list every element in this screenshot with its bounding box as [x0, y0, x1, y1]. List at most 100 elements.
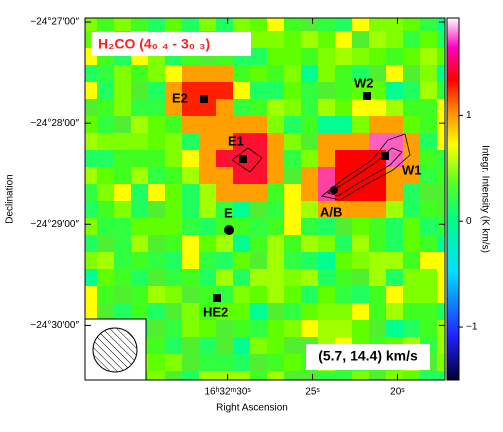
map-pixel: [233, 337, 250, 354]
annotation-box: [306, 344, 430, 370]
map-pixel: [233, 371, 250, 380]
map-pixel: [369, 201, 386, 218]
map-pixel: [114, 167, 131, 184]
map-pixel: [148, 133, 165, 150]
source-label: W1: [402, 162, 422, 177]
map-pixel: [301, 31, 318, 48]
map-pixel: [284, 150, 301, 167]
map-pixel: [131, 167, 148, 184]
map-pixel: [420, 116, 437, 133]
map-pixel: [420, 82, 437, 99]
map-pixel: [250, 303, 267, 320]
map-pixel: [250, 337, 267, 354]
map-pixel: [182, 201, 199, 218]
map-pixel: [318, 269, 335, 286]
map-pixel: [131, 201, 148, 218]
map-pixel: [369, 82, 386, 99]
map-pixel: [369, 184, 386, 201]
map-pixel: [114, 201, 131, 218]
map-pixel: [250, 167, 267, 184]
map-pixel: [284, 320, 301, 337]
map-pixel: [267, 252, 284, 269]
map-pixel: [97, 82, 114, 99]
map-pixel: [233, 167, 250, 184]
map-pixel: [148, 65, 165, 82]
map-pixel: [335, 116, 352, 133]
source-label: A/B: [320, 204, 342, 219]
map-pixel: [301, 184, 318, 201]
map-pixel: [267, 235, 284, 252]
map-pixel: [233, 269, 250, 286]
map-pixel: [403, 150, 420, 167]
map-pixel: [437, 82, 445, 99]
map-pixel: [216, 65, 233, 82]
map-pixel: [335, 303, 352, 320]
map-pixel: [403, 82, 420, 99]
map-pixel: [352, 371, 369, 380]
map-pixel: [403, 133, 420, 150]
map-pixel: [199, 201, 216, 218]
map-pixel: [97, 235, 114, 252]
map-pixel: [199, 269, 216, 286]
map-pixel: [165, 218, 182, 235]
map-pixel: [216, 269, 233, 286]
map-pixel: [420, 269, 437, 286]
map-pixel: [318, 252, 335, 269]
map-pixel: [369, 116, 386, 133]
map-pixel: [199, 286, 216, 303]
map-pixel: [233, 252, 250, 269]
map-pixel: [386, 218, 403, 235]
map-pixel: [437, 371, 445, 380]
map-pixel: [250, 218, 267, 235]
map-pixel: [199, 99, 216, 116]
colorbar-tick-label: 0: [466, 216, 472, 227]
map-pixel: [267, 337, 284, 354]
map-pixel: [165, 18, 182, 31]
map-pixel: [403, 235, 420, 252]
map-pixel: [284, 201, 301, 218]
map-pixel: [85, 150, 97, 167]
map-pixel: [318, 320, 335, 337]
map-pixel: [284, 48, 301, 65]
map-pixel: [148, 269, 165, 286]
y-tick-label: −24°29′00″: [30, 219, 79, 230]
map-pixel: [131, 235, 148, 252]
map-pixel: [148, 184, 165, 201]
map-pixel: [233, 65, 250, 82]
map-pixel: [114, 150, 131, 167]
map-pixel: [182, 269, 199, 286]
map-pixel: [165, 201, 182, 218]
map-pixel: [250, 320, 267, 337]
map-pixel: [420, 133, 437, 150]
map-pixel: [250, 133, 267, 150]
map-pixel: [267, 303, 284, 320]
map-pixel: [267, 133, 284, 150]
map-pixel: [352, 18, 369, 31]
map-pixel: [233, 116, 250, 133]
map-pixel: [301, 235, 318, 252]
map-pixel: [318, 82, 335, 99]
map-pixel: [216, 184, 233, 201]
map-pixel: [301, 116, 318, 133]
map-pixel: [352, 99, 369, 116]
map-pixel: [369, 18, 386, 31]
map-pixel: [318, 150, 335, 167]
source-label: E1: [228, 133, 244, 148]
map-pixel: [335, 371, 352, 380]
map-pixel: [437, 252, 445, 269]
map-pixel: [267, 201, 284, 218]
map-pixel: [233, 184, 250, 201]
map-pixel: [131, 303, 148, 320]
map-pixel: [301, 218, 318, 235]
map-pixel: [165, 133, 182, 150]
map-pixel: [131, 99, 148, 116]
map-pixel: [114, 286, 131, 303]
map-pixel: [250, 48, 267, 65]
map-pixel: [199, 218, 216, 235]
map-pixel: [165, 235, 182, 252]
map-pixel: [437, 116, 445, 133]
map-pixel: [131, 150, 148, 167]
map-pixel: [131, 18, 148, 31]
map-pixel: [216, 252, 233, 269]
map-pixel: [318, 235, 335, 252]
